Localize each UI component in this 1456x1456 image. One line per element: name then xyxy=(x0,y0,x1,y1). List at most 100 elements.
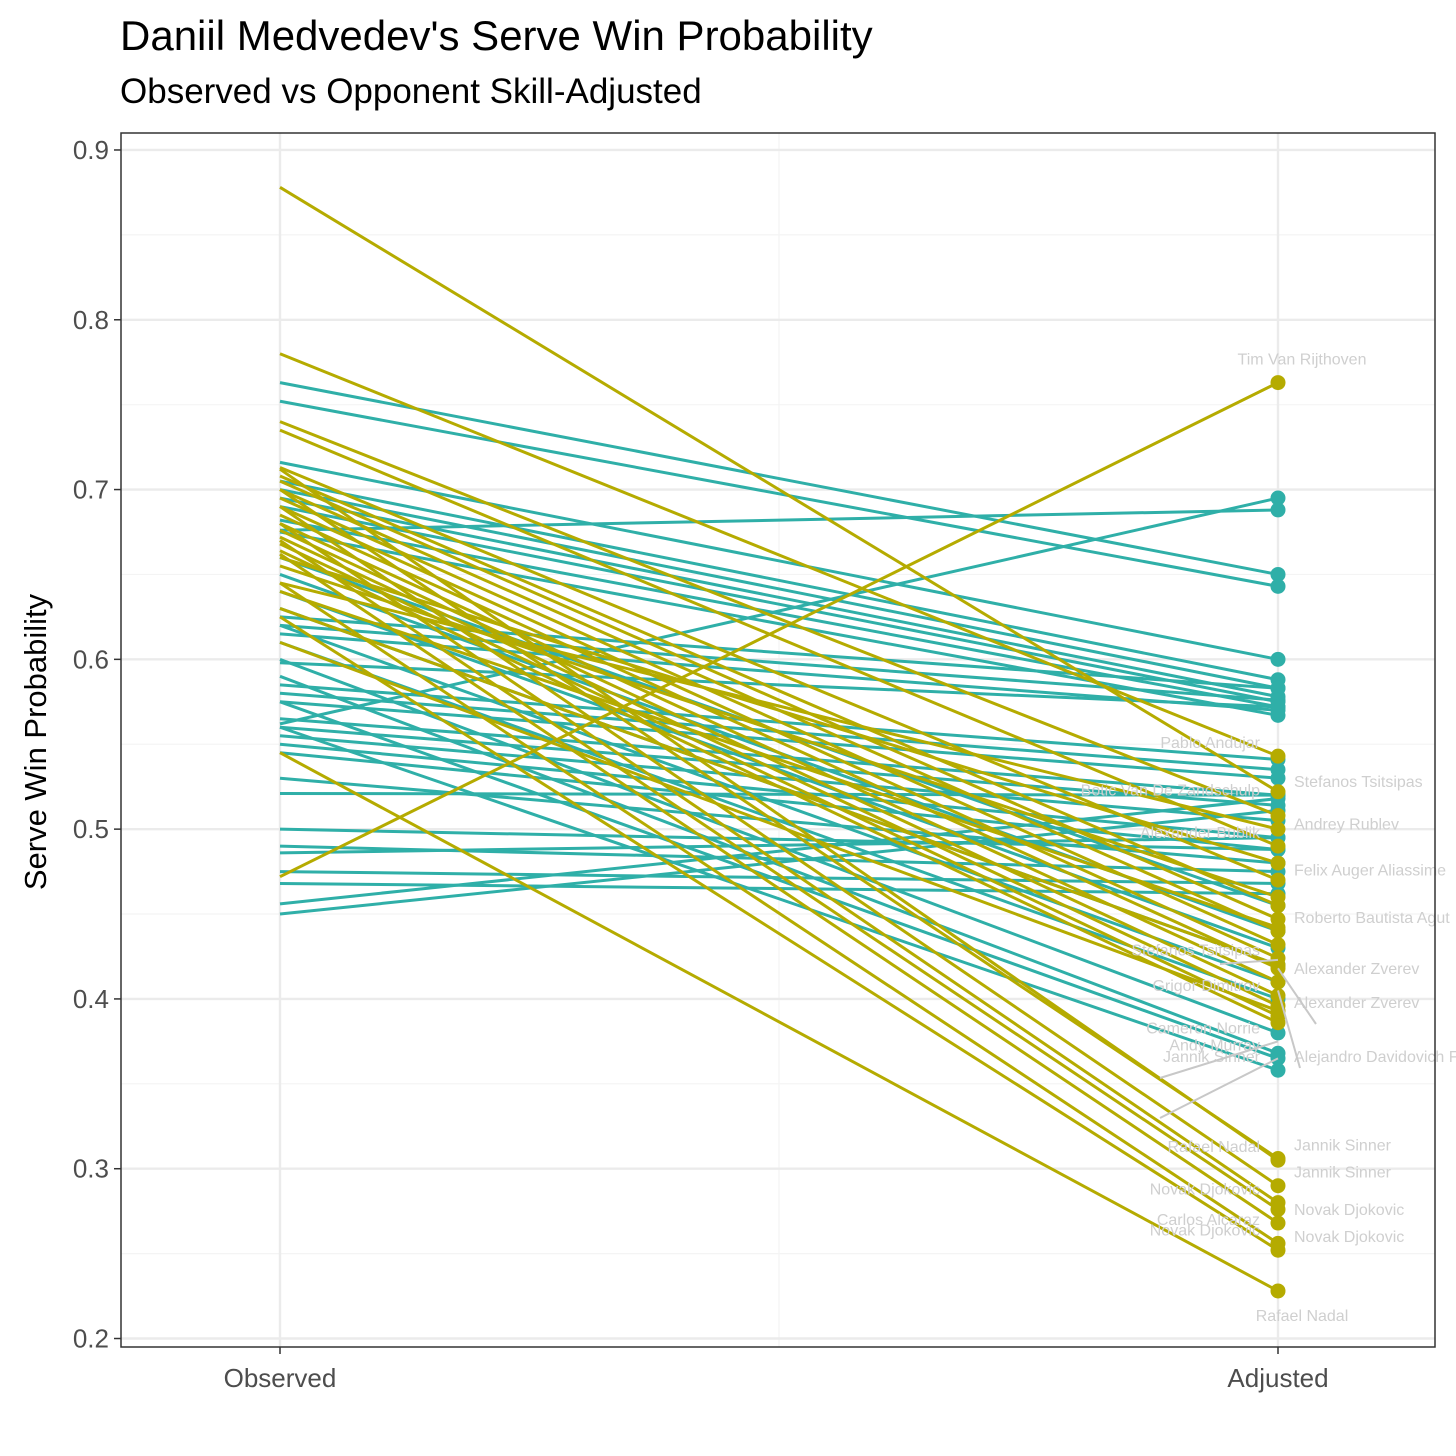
series-line xyxy=(279,505,1279,1187)
player-label: Roberto Bautista Agut xyxy=(1294,910,1450,927)
player-label: Alexander Zverev xyxy=(1294,961,1419,978)
series-line xyxy=(279,488,1279,1160)
series-points xyxy=(1270,375,1286,1299)
y-tick-label: 0.6 xyxy=(73,644,109,674)
player-label: Jannik Sinner xyxy=(1294,1165,1392,1182)
series-line xyxy=(279,352,1279,758)
series-point xyxy=(1270,748,1286,764)
y-tick-label: 0.2 xyxy=(73,1324,109,1354)
series-line xyxy=(279,751,1279,1293)
series-line xyxy=(279,552,1279,1225)
y-tick-label: 0.7 xyxy=(73,475,109,505)
player-label: Tim Van Rijthoven xyxy=(1238,352,1367,369)
series-point xyxy=(1270,770,1286,786)
series-line xyxy=(279,479,1279,682)
series-line xyxy=(279,640,1279,1001)
series-line xyxy=(279,513,1279,970)
player-label: Andy Murray xyxy=(1169,1037,1260,1054)
player-label: Cameron Norrie xyxy=(1146,1020,1260,1037)
series-line xyxy=(279,581,1279,1245)
series-point xyxy=(1270,1283,1286,1299)
series-line xyxy=(279,539,1279,1211)
series-point xyxy=(1270,974,1286,990)
player-label: Alejandro Davidovich Fokina xyxy=(1294,1049,1456,1066)
series-line xyxy=(279,474,1279,907)
player-label: Novak Djokovic xyxy=(1150,1182,1260,1199)
x-tick-label: Observed xyxy=(224,1363,337,1393)
series-point xyxy=(1270,920,1286,936)
series-line xyxy=(279,496,1279,699)
series-line xyxy=(279,581,1279,831)
series-line xyxy=(279,556,1279,865)
series-line xyxy=(279,623,1279,984)
series-point xyxy=(1270,490,1286,506)
player-label: Rafael Nadal xyxy=(1256,1308,1349,1325)
player-label: Botic Van De Zandschulp xyxy=(1081,783,1260,800)
series-point xyxy=(1270,1215,1286,1231)
series-point xyxy=(1270,502,1286,518)
series-line xyxy=(279,725,1279,1072)
series-line xyxy=(279,717,1279,797)
panel-border xyxy=(120,132,1436,1348)
series-lines xyxy=(279,186,1279,1293)
player-label: Novak Djokovic xyxy=(1294,1229,1404,1246)
series-point xyxy=(1270,566,1286,582)
series-point xyxy=(1270,1178,1286,1194)
series-line xyxy=(279,522,1279,1204)
y-tick-label: 0.4 xyxy=(73,984,109,1014)
series-point xyxy=(1270,578,1286,594)
player-label: Andrey Rublev xyxy=(1294,817,1399,834)
series-point xyxy=(1270,937,1286,953)
series-point xyxy=(1270,872,1286,888)
series-line xyxy=(279,508,1279,532)
series-line xyxy=(279,467,1279,1162)
series-line xyxy=(279,700,1279,1060)
series-line xyxy=(279,428,1279,848)
series-line xyxy=(279,797,1279,906)
x-tick-label: Adjusted xyxy=(1227,1363,1328,1393)
series-line xyxy=(279,505,1279,704)
series-line xyxy=(279,381,1279,576)
label-leader-line xyxy=(1159,1040,1279,1079)
series-line xyxy=(279,661,1279,709)
label-leader-line xyxy=(1277,990,1301,1069)
player-label: Pablo Andujar xyxy=(1160,735,1260,752)
player-label: Grigor Dimitrov xyxy=(1152,978,1260,995)
label-leader-line xyxy=(1159,1057,1279,1119)
series-line xyxy=(279,734,1279,823)
y-tick-label: 0.5 xyxy=(73,814,109,844)
series-line xyxy=(279,535,1279,1008)
label-leader-line xyxy=(1277,967,1317,1025)
y-axis-title: Serve Win Probability xyxy=(18,593,53,890)
player-label: Rafael Nadal xyxy=(1168,1139,1261,1156)
player-label: Stefanos Tsitsipas xyxy=(1131,942,1260,959)
player-label: Novak Djokovic xyxy=(1294,1202,1404,1219)
player-labels: Tim Van Rijthoven Pablo Andujar Stefanos T… xyxy=(1081,352,1456,1325)
series-line xyxy=(279,488,1279,690)
series-line xyxy=(279,479,1279,921)
series-point xyxy=(1270,808,1286,824)
player-label: Stefanos Tsitsipas xyxy=(1294,774,1423,791)
axes: 0.2 0.3 0.4 0.5 0.6 0.7 0.8 0.9 Observed Adjusted xyxy=(73,135,1329,1393)
series-point xyxy=(1270,651,1286,667)
series-point xyxy=(1270,957,1286,973)
series-point xyxy=(1270,1201,1286,1217)
series-line xyxy=(279,186,1279,794)
series-line xyxy=(279,590,1279,930)
series-line xyxy=(279,381,1279,879)
y-tick-label: 0.3 xyxy=(73,1154,109,1184)
chart-title: Daniil Medvedev's Serve Win Probability xyxy=(120,12,873,59)
y-tick-label: 0.8 xyxy=(73,305,109,335)
series-point xyxy=(1270,375,1286,391)
series-point xyxy=(1270,680,1286,696)
series-point xyxy=(1270,838,1286,854)
player-label: Alexander Zverev xyxy=(1294,995,1419,1012)
player-label: Carlos Alcaraz xyxy=(1157,1212,1260,1229)
player-label: Novak Djokovic xyxy=(1150,1222,1260,1239)
series-point xyxy=(1270,821,1286,837)
player-label: Alexander Bublik xyxy=(1140,825,1261,842)
series-line xyxy=(279,640,1279,1013)
series-line xyxy=(279,700,1279,780)
y-tick-label: 0.9 xyxy=(73,135,109,165)
